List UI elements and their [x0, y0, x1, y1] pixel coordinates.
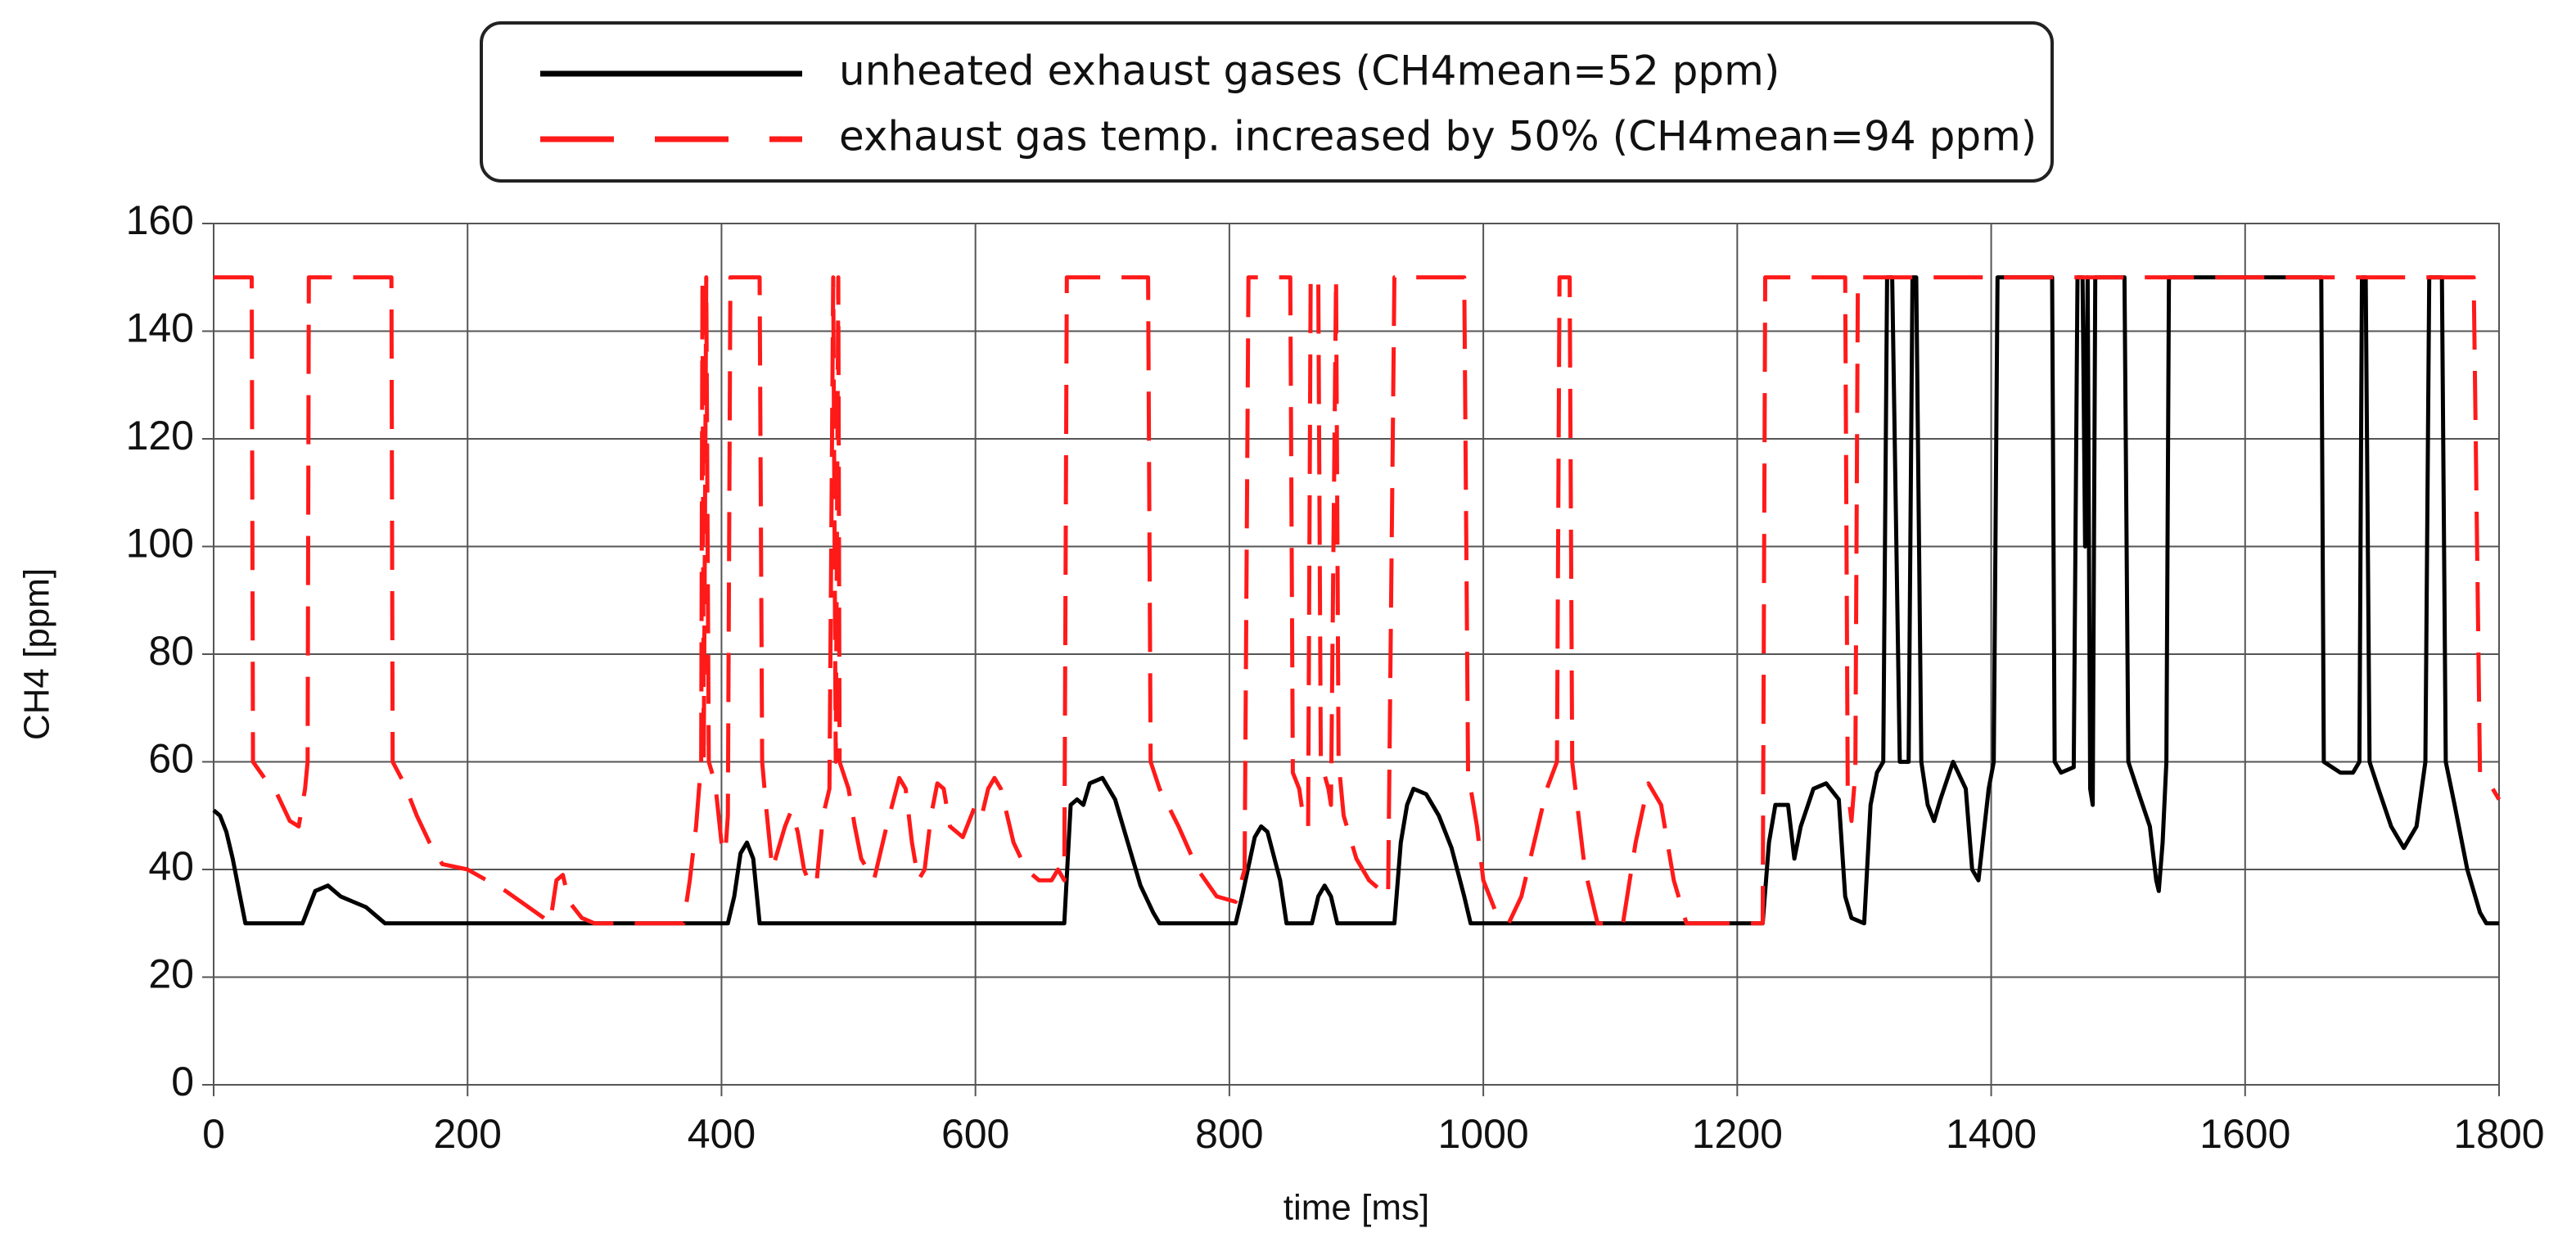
y-axis-label: CH4 [ppm]: [17, 568, 57, 740]
x-tick-label: 1600: [2199, 1111, 2290, 1157]
x-tick-label: 600: [941, 1111, 1009, 1157]
x-tick-label: 1200: [1692, 1111, 1783, 1157]
y-tick-label: 60: [148, 736, 194, 782]
y-tick-label: 80: [148, 628, 194, 674]
y-tick-label: 140: [126, 305, 194, 351]
y-tick-label: 120: [126, 413, 194, 458]
y-tick-label: 20: [148, 951, 194, 997]
y-tick-label: 40: [148, 843, 194, 889]
data-line: [212, 275, 2499, 926]
y-tick-label: 100: [126, 521, 194, 567]
x-tick-label: 800: [1195, 1111, 1263, 1157]
x-tick-label: 1000: [1437, 1111, 1528, 1157]
y-tick-label: 0: [171, 1059, 194, 1104]
x-tick-label: 400: [688, 1111, 756, 1157]
data-line: [214, 275, 2502, 926]
x-tick-label: 200: [434, 1111, 502, 1157]
y-tick-label: 160: [126, 197, 194, 243]
x-tick-label: 1800: [2453, 1111, 2544, 1157]
x-axis-label: time [ms]: [1283, 1188, 1429, 1228]
x-tick-label: 1400: [1946, 1111, 2037, 1157]
legend-label: unheated exhaust gases (CH4mean=52 ppm): [839, 47, 1780, 95]
legend-box: [480, 21, 2054, 183]
x-tick-label: 0: [202, 1111, 225, 1157]
legend-label: exhaust gas temp. increased by 50% (CH4m…: [839, 113, 2037, 160]
